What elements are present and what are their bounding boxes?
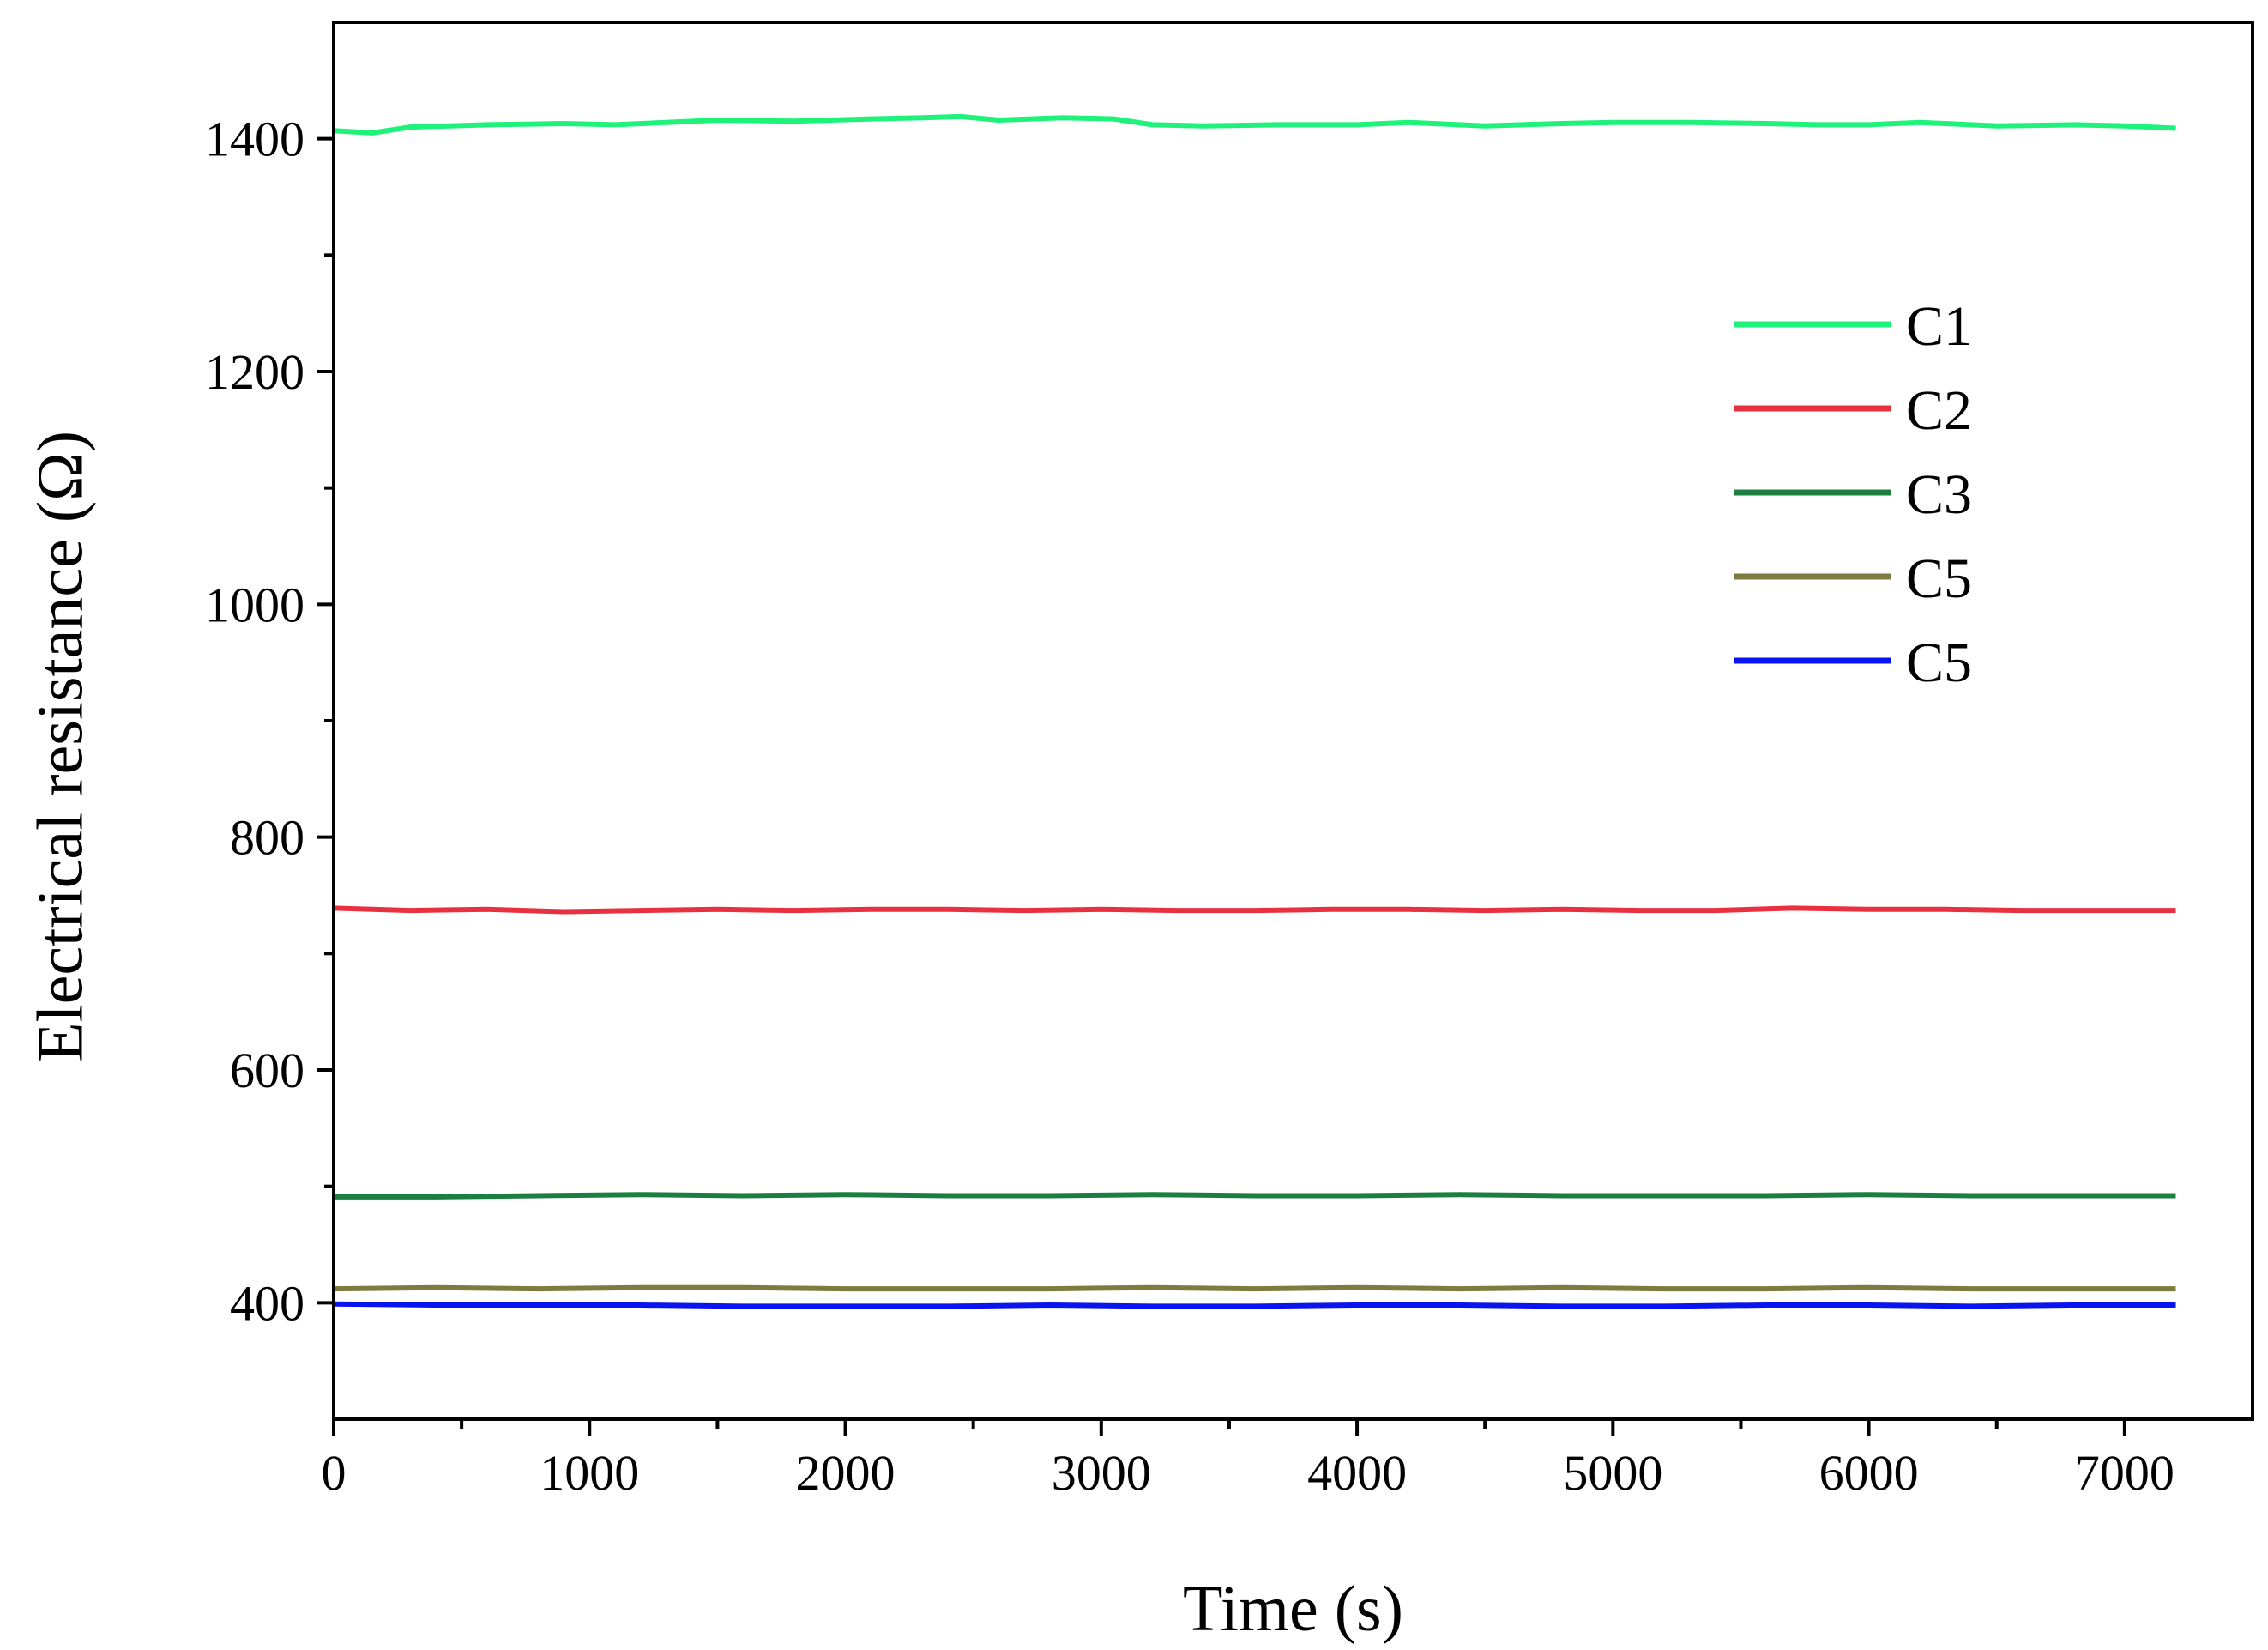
legend-label: C5 — [1906, 547, 1972, 610]
series-line-2 — [333, 905, 2176, 915]
x-tick-label: 4000 — [1307, 1445, 1407, 1501]
series-line-4 — [333, 1284, 2176, 1292]
series-line-3 — [334, 1192, 2176, 1200]
plot-frame — [332, 21, 2254, 1421]
x-axis-title: Time (s) — [1183, 1573, 1403, 1645]
tick-layer: 0 1000 2000 3000 4000 5000 6000 7000 400 600 800 10… — [205, 112, 2175, 1501]
y-tick-label: 1000 — [205, 577, 305, 632]
legend: C1 C2 C3 C5 C5 — [1734, 295, 1972, 694]
x-tick-label: 5000 — [1563, 1445, 1662, 1501]
x-tick-label: 7000 — [2075, 1445, 2175, 1501]
legend-label: C3 — [1906, 463, 1972, 526]
series-line-1 — [333, 113, 2176, 136]
y-tick-label: 800 — [230, 810, 305, 866]
x-tick-label: 6000 — [1819, 1445, 1919, 1501]
legend-label: C1 — [1906, 295, 1972, 358]
x-tick-label: 0 — [322, 1445, 347, 1501]
y-tick-label: 400 — [230, 1275, 305, 1331]
legend-label: C2 — [1906, 379, 1972, 442]
y-tick-label: 1400 — [205, 112, 305, 167]
legend-label: C5 — [1906, 632, 1972, 694]
y-tick-label: 1200 — [205, 344, 305, 400]
x-tick-label: 1000 — [540, 1445, 639, 1501]
series-layer — [333, 113, 2176, 1309]
y-tick-label: 600 — [230, 1043, 305, 1098]
series-line-5 — [333, 1301, 2176, 1309]
x-tick-label: 2000 — [796, 1445, 896, 1501]
x-tick-label: 3000 — [1052, 1445, 1151, 1501]
y-axis-title: Electrical resistance (Ω) — [24, 431, 96, 1062]
